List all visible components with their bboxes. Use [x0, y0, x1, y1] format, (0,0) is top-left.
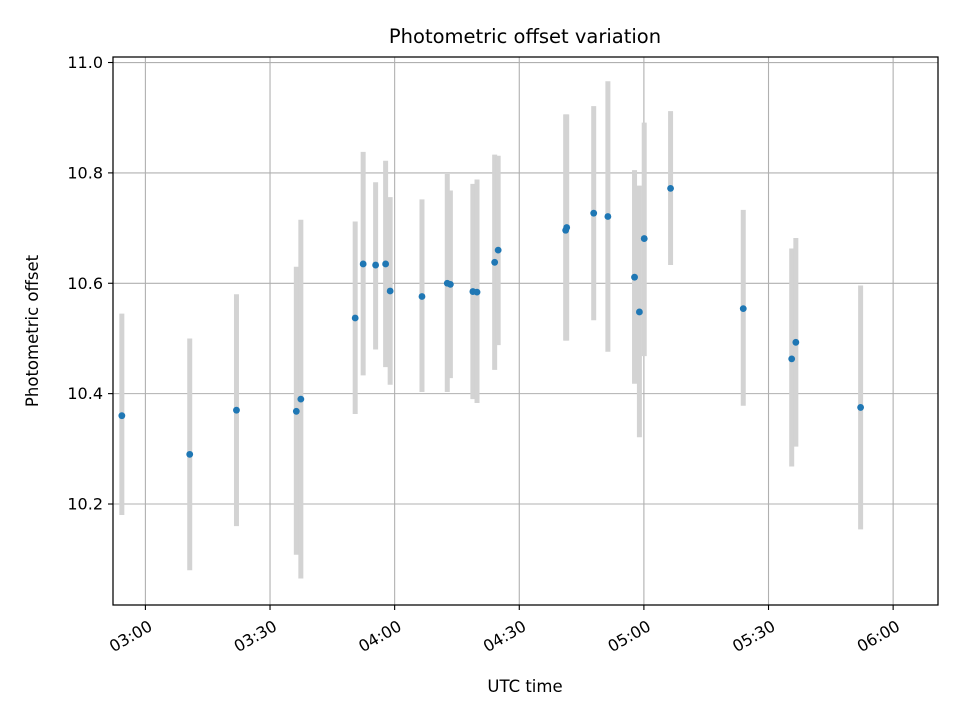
y-tick-label: 10.8	[67, 163, 103, 182]
data-point	[292, 407, 300, 415]
data-point	[636, 308, 643, 316]
y-axis-label: Photometric offset	[23, 254, 42, 407]
x-axis-label: UTC time	[487, 677, 562, 696]
data-point	[739, 305, 747, 313]
y-tick-label: 10.4	[67, 384, 103, 403]
data-point	[386, 287, 394, 295]
data-point	[351, 314, 359, 322]
y-tick-label: 10.6	[67, 274, 103, 293]
data-point	[563, 224, 571, 231]
data-point	[631, 273, 638, 281]
data-point	[640, 235, 648, 242]
data-point	[491, 258, 499, 266]
y-axis-ticks: 10.2 10.4 10.6 10.8 11.0	[67, 53, 113, 514]
data-point	[857, 404, 865, 411]
data-point	[118, 412, 126, 420]
data-point	[788, 355, 796, 363]
data-point	[473, 288, 481, 296]
data-point	[604, 213, 612, 220]
data-point	[359, 260, 367, 268]
data-point	[382, 260, 390, 268]
data-point	[372, 261, 380, 269]
data-point	[590, 209, 598, 217]
data-point	[418, 293, 426, 300]
plot-frame	[112, 56, 939, 606]
data-point	[792, 338, 800, 346]
y-tick-label: 10.2	[67, 495, 103, 514]
y-tick-label: 11.0	[67, 53, 103, 72]
data-point	[186, 450, 194, 458]
data-point	[446, 280, 454, 288]
data-points	[118, 184, 865, 458]
chart-title: Photometric offset variation	[389, 25, 661, 48]
data-point	[667, 184, 674, 192]
data-point	[494, 246, 502, 254]
data-point	[233, 406, 240, 414]
data-point	[297, 395, 305, 403]
